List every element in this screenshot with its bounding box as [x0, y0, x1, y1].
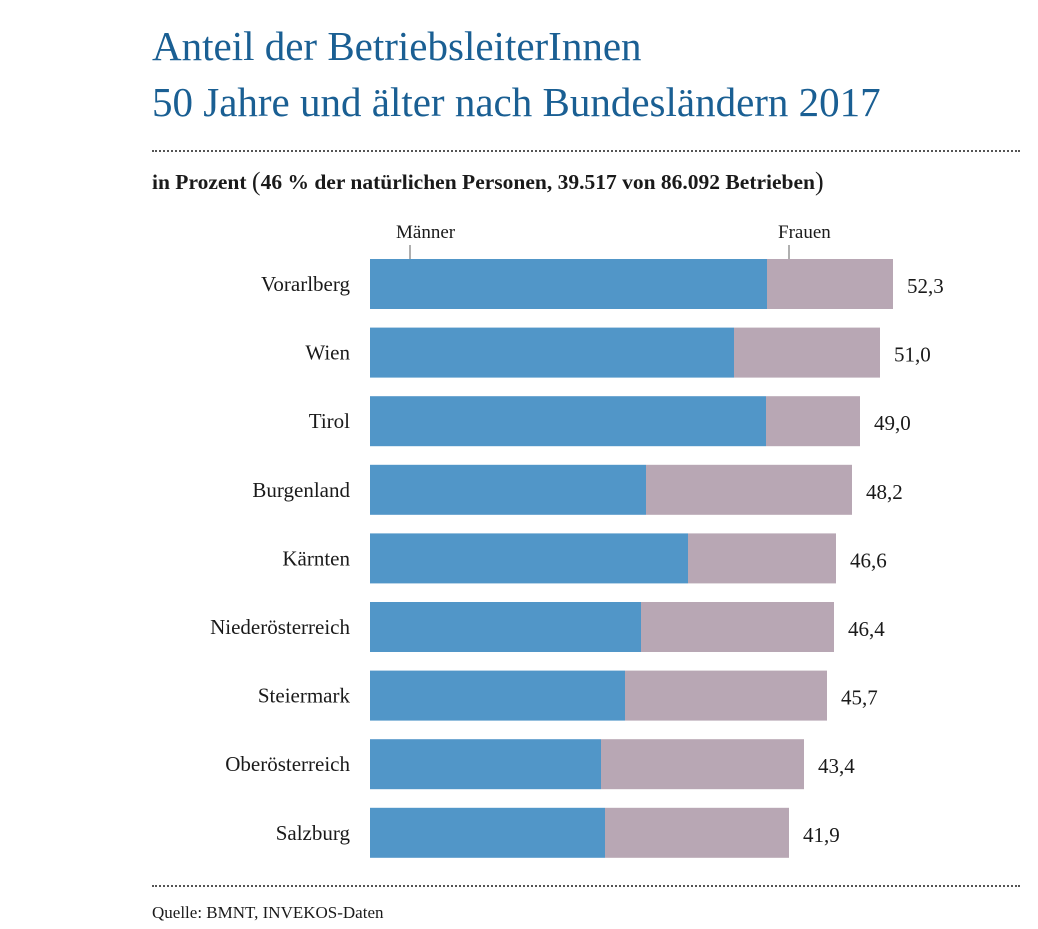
bar-maenner-tirol — [370, 396, 766, 447]
category-label-steiermark: Steiermark — [258, 684, 351, 708]
category-label-oberoesterreich: Oberösterreich — [225, 752, 350, 776]
chart-title-line-1: Anteil der BetriebsleiterInnen — [152, 23, 642, 69]
category-label-burgenland: Burgenland — [252, 478, 350, 502]
chart-subtitle: in Prozent (46 % der natürlichen Persone… — [152, 166, 824, 198]
bar-maenner-salzburg — [370, 807, 605, 858]
subtitle-text: 46 % der natürlichen Personen, 39.517 vo… — [260, 170, 815, 194]
bar-frauen-steiermark — [625, 670, 827, 721]
top-dotted-divider — [152, 150, 1020, 152]
chart-title: Anteil der BetriebsleiterInnen 50 Jahre … — [152, 18, 881, 130]
total-value-label-steiermark: 45,7 — [841, 686, 878, 710]
legend-label-maenner: Männer — [396, 222, 456, 243]
bar-frauen-niederoesterreich — [641, 602, 834, 652]
bar-frauen-salzburg — [605, 807, 789, 858]
bar-maenner-vorarlberg — [370, 259, 767, 309]
source-note: Quelle: BMNT, INVEKOS-Daten — [152, 903, 384, 922]
bar-maenner-kaernten — [370, 533, 688, 584]
category-label-vorarlberg: Vorarlberg — [261, 272, 351, 296]
category-label-tirol: Tirol — [309, 409, 350, 433]
bar-maenner-oberoesterreich — [370, 739, 601, 790]
category-label-kaernten: Kärnten — [282, 546, 350, 570]
bar-maenner-steiermark — [370, 670, 625, 721]
category-label-salzburg: Salzburg — [276, 821, 351, 845]
bar-frauen-kaernten — [688, 533, 836, 584]
subtitle-open-paren: ( — [251, 167, 261, 196]
bar-frauen-oberoesterreich — [601, 739, 804, 790]
total-value-label-tirol: 49,0 — [874, 411, 911, 435]
subtitle-prefix: in Prozent — [152, 170, 252, 194]
bar-maenner-niederoesterreich — [370, 602, 641, 652]
chart-title-line-2: 50 Jahre und älter nach Bundesländern 20… — [152, 79, 881, 125]
total-value-label-kaernten: 46,6 — [850, 548, 887, 572]
total-value-label-vorarlberg: 52,3 — [907, 274, 944, 298]
subtitle-close-paren: ) — [815, 167, 824, 196]
bar-frauen-wien — [734, 327, 880, 378]
total-value-label-oberoesterreich: 43,4 — [818, 754, 855, 778]
bar-maenner-wien — [370, 327, 734, 378]
bar-frauen-burgenland — [646, 464, 852, 515]
total-value-label-salzburg: 41,9 — [803, 823, 840, 847]
category-label-wien: Wien — [305, 341, 350, 365]
category-label-niederoesterreich: Niederösterreich — [210, 615, 350, 639]
bar-frauen-vorarlberg — [767, 259, 893, 309]
total-value-label-wien: 51,0 — [894, 343, 931, 367]
bottom-dotted-divider — [152, 885, 1020, 887]
legend-label-frauen: Frauen — [778, 222, 831, 243]
total-value-label-niederoesterreich: 46,4 — [848, 617, 885, 641]
bar-frauen-tirol — [766, 396, 860, 447]
bar-maenner-burgenland — [370, 464, 646, 515]
total-value-label-burgenland: 48,2 — [866, 480, 903, 504]
